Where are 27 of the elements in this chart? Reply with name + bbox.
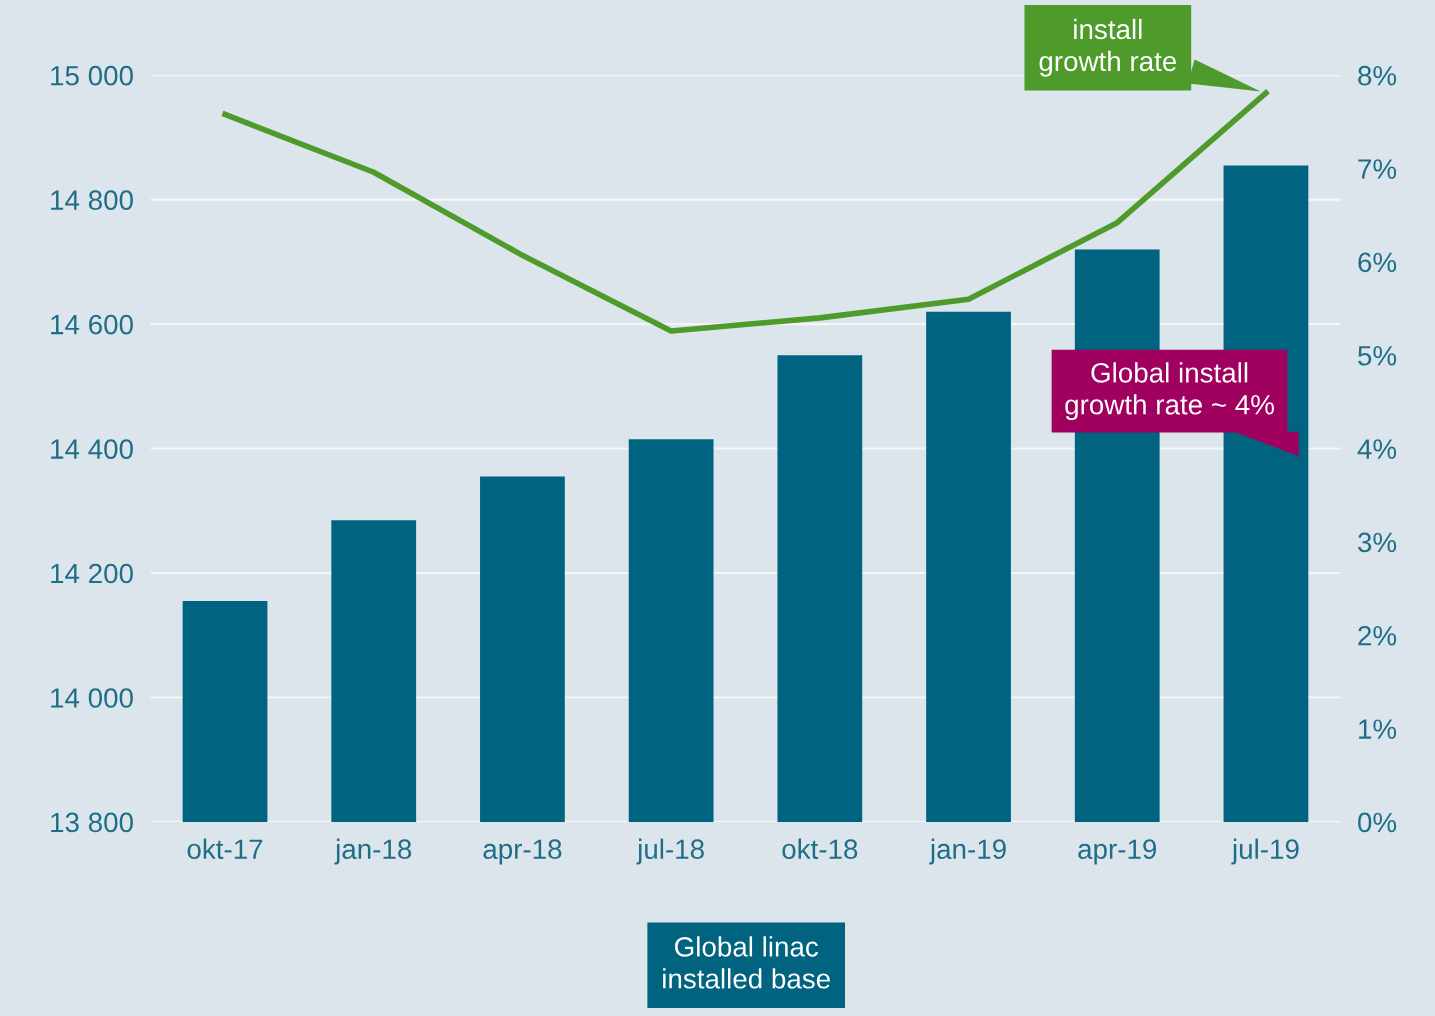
x-tick-label: apr-18 xyxy=(483,839,562,865)
x-tick-label: okt-18 xyxy=(782,838,858,860)
y2-tick-label: 1% xyxy=(1359,719,1397,739)
y2-tick-label: 7% xyxy=(1358,159,1397,179)
y-tick-label: 13 800 xyxy=(51,812,133,833)
y2-tick-label: 2% xyxy=(1358,625,1397,646)
y-tick-label: 14 200 xyxy=(51,563,133,584)
y2-tick-label: 0% xyxy=(1358,812,1397,833)
x-tick-label: jan-19 xyxy=(929,838,1006,865)
series-label: Global linac installed base xyxy=(663,936,830,989)
y2-tick-label: 4% xyxy=(1357,439,1397,459)
annotation: Global install growth rate ~ 4% xyxy=(1065,362,1274,421)
y2-tick-label: 8% xyxy=(1358,65,1397,86)
x-tick-label: jul-18 xyxy=(636,838,704,865)
x-tick-label: jul-19 xyxy=(1231,838,1299,865)
y2-tick-label: 3% xyxy=(1358,532,1397,553)
x-tick-label: jan-18 xyxy=(334,838,412,865)
y2-tick-label: 5% xyxy=(1358,346,1397,366)
y-tick-label: 14 400 xyxy=(51,439,133,459)
x-tick-label: okt-17 xyxy=(187,838,263,860)
y-tick-label: 14 000 xyxy=(51,688,133,708)
y-tick-label: 14 600 xyxy=(51,314,133,335)
text: install growth rate xyxy=(1039,18,1177,77)
y2-tick-label: 6% xyxy=(1358,252,1397,273)
y-tick-label: 15 000 xyxy=(51,65,133,86)
y-tick-label: 14 800 xyxy=(51,190,133,210)
x-tick-label: apr-19 xyxy=(1078,839,1157,865)
